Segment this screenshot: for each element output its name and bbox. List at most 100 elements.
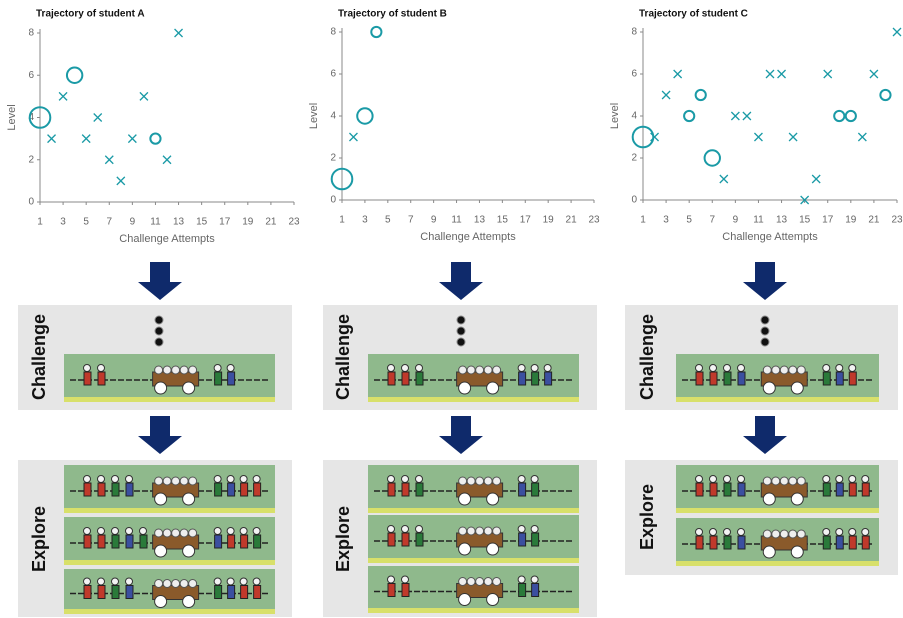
cross-point <box>48 135 56 143</box>
figure-body <box>416 483 423 496</box>
figure-head <box>227 476 234 483</box>
y-axis-label: Level <box>609 103 621 129</box>
load <box>172 477 180 485</box>
figure-head <box>710 476 717 483</box>
load <box>172 366 180 374</box>
wheel <box>155 596 167 608</box>
panel-label: Challenge <box>29 314 49 400</box>
x-tick-label: 15 <box>497 215 509 226</box>
figure-body <box>254 586 261 599</box>
arrow <box>138 262 182 300</box>
panel-label: Challenge <box>333 314 353 400</box>
figure-head <box>696 365 703 372</box>
cross-point <box>743 112 751 120</box>
load <box>772 530 780 538</box>
x-tick-label: 9 <box>733 215 739 226</box>
x-tick-label: 9 <box>431 215 437 226</box>
figure-body <box>98 372 105 385</box>
x-tick-label: 23 <box>891 215 903 226</box>
circle-point <box>371 27 381 37</box>
load <box>476 527 484 535</box>
x-tick-label: 17 <box>822 215 834 226</box>
scene-ground <box>64 397 275 402</box>
figure-body <box>862 483 869 496</box>
figure-body <box>416 533 423 546</box>
figure-head <box>402 476 409 483</box>
figure-head <box>518 365 525 372</box>
wheel <box>459 493 471 505</box>
y-tick-label: 0 <box>330 195 336 206</box>
figure-head <box>518 526 525 533</box>
figure-head <box>240 528 247 535</box>
figure-body <box>849 483 856 496</box>
y-tick-label: 6 <box>330 69 336 80</box>
figure-body <box>126 535 133 548</box>
cross-point <box>82 135 90 143</box>
figure-head <box>240 578 247 585</box>
y-axis-label: Level <box>6 104 18 130</box>
x-tick-label: 15 <box>196 217 208 228</box>
x-tick-label: 1 <box>339 215 345 226</box>
figure-head <box>738 476 745 483</box>
figure-body <box>402 584 409 597</box>
figure-head <box>84 578 91 585</box>
load <box>493 527 501 535</box>
load <box>797 366 805 374</box>
figure-head <box>402 526 409 533</box>
circle-point <box>846 111 856 121</box>
figure-head <box>98 578 105 585</box>
panel-label: Challenge <box>637 314 657 400</box>
cross-point <box>893 28 901 36</box>
figure-body <box>98 535 105 548</box>
figure-head <box>416 526 423 533</box>
scene-ground <box>368 558 579 563</box>
figure-body <box>696 372 703 385</box>
figure-head <box>126 578 133 585</box>
figure-head <box>227 528 234 535</box>
panel-label: Explore <box>29 506 49 572</box>
figure-head <box>823 529 830 536</box>
cross-point <box>59 92 67 100</box>
load <box>163 529 171 537</box>
ellipsis-dot <box>457 338 465 346</box>
y-tick-label: 2 <box>330 153 336 164</box>
load <box>189 580 197 588</box>
figure-head <box>388 526 395 533</box>
figure-body <box>545 372 552 385</box>
load <box>180 529 188 537</box>
figure-head <box>823 365 830 372</box>
figure-head <box>836 529 843 536</box>
cross-point <box>349 133 357 141</box>
x-axis-label: Challenge Attempts <box>420 231 516 243</box>
wheel <box>459 594 471 606</box>
figure-head <box>724 365 731 372</box>
y-tick-label: 8 <box>330 27 336 38</box>
x-tick-label: 17 <box>520 215 532 226</box>
x-tick-label: 7 <box>106 217 112 228</box>
figure-body <box>738 536 745 549</box>
chart-title: Trajectory of student B <box>338 9 447 20</box>
ellipsis-dot <box>155 327 163 335</box>
x-tick-label: 1 <box>640 215 646 226</box>
figure-body <box>738 483 745 496</box>
load <box>467 527 475 535</box>
x-tick-label: 21 <box>566 215 578 226</box>
figure-body <box>724 536 731 549</box>
figure-body <box>402 533 409 546</box>
y-tick-label: 0 <box>631 195 637 206</box>
cross-point <box>140 92 148 100</box>
load <box>155 366 163 374</box>
figure-body <box>388 483 395 496</box>
figure-body <box>112 483 119 496</box>
x-tick-label: 23 <box>588 215 600 226</box>
load <box>476 578 484 586</box>
x-tick-label: 13 <box>474 215 486 226</box>
figure-head <box>240 476 247 483</box>
wheel <box>763 493 775 505</box>
figure-head <box>126 476 133 483</box>
figure-head <box>724 529 731 536</box>
figure-head <box>112 476 119 483</box>
x-tick-label: 11 <box>150 217 161 228</box>
figure-body <box>823 483 830 496</box>
load <box>476 366 484 374</box>
